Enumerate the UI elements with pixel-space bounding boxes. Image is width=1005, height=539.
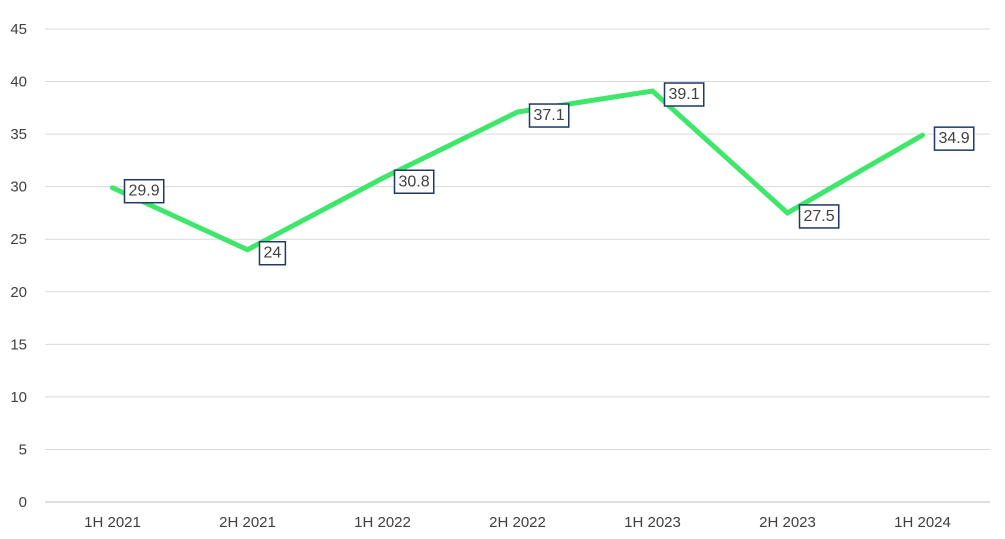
data-label: 27.5 bbox=[804, 208, 835, 225]
data-label: 39.1 bbox=[669, 86, 700, 103]
x-tick-label: 1H 2022 bbox=[354, 514, 411, 531]
data-label: 34.9 bbox=[939, 130, 970, 147]
data-label-frame bbox=[798, 204, 840, 229]
y-tick-label: 25 bbox=[10, 231, 27, 248]
x-tick-label: 1H 2024 bbox=[894, 514, 951, 531]
data-label-box: 34.9 bbox=[933, 126, 975, 151]
x-axis-tick-labels: 1H 2021 2H 2021 1H 2022 2H 2022 1H 2023 2H 20… bbox=[84, 514, 951, 531]
data-label: 29.9 bbox=[129, 183, 160, 200]
data-label-frame bbox=[123, 178, 165, 204]
x-tick-label: 1H 2021 bbox=[84, 514, 141, 531]
y-axis-tick-labels: 0 5 10 15 20 25 30 35 40 45 bbox=[10, 21, 27, 511]
data-label-box: 27.5 bbox=[798, 204, 840, 229]
y-tick-label: 30 bbox=[10, 179, 27, 196]
y-tick-label: 0 bbox=[19, 494, 27, 511]
x-tick-label: 2H 2021 bbox=[219, 514, 276, 531]
data-label-box: 39.1 bbox=[663, 82, 705, 107]
series bbox=[110, 88, 925, 253]
data-label-box: 24 bbox=[258, 240, 287, 266]
y-tick-label: 35 bbox=[10, 126, 27, 143]
data-labels: 29.9 24 30.8 37.1 39.1 27.5 34.9 bbox=[123, 82, 975, 266]
x-tick-label: 1H 2023 bbox=[624, 514, 681, 531]
data-label-box: 30.8 bbox=[393, 169, 435, 195]
y-tick-label: 15 bbox=[10, 336, 27, 353]
data-label-frame bbox=[663, 82, 705, 107]
data-label: 30.8 bbox=[399, 173, 430, 190]
y-tick-label: 40 bbox=[10, 74, 27, 91]
y-tick-label: 20 bbox=[10, 284, 27, 301]
y-tick-label: 5 bbox=[19, 441, 27, 458]
data-label-frame bbox=[528, 103, 570, 128]
data-label: 37.1 bbox=[534, 107, 565, 124]
data-label-frame bbox=[258, 240, 287, 266]
data-label-box: 37.1 bbox=[528, 103, 570, 128]
data-label-box: 29.9 bbox=[123, 178, 165, 204]
data-label: 24 bbox=[264, 245, 282, 262]
x-tick-label: 2H 2023 bbox=[759, 514, 816, 531]
y-tick-label: 45 bbox=[10, 21, 27, 38]
x-tick-label: 2H 2022 bbox=[489, 514, 546, 531]
y-tick-label: 10 bbox=[10, 389, 27, 406]
gridlines bbox=[45, 28, 990, 503]
data-label-frame bbox=[933, 126, 975, 151]
data-label-frame bbox=[393, 169, 435, 195]
